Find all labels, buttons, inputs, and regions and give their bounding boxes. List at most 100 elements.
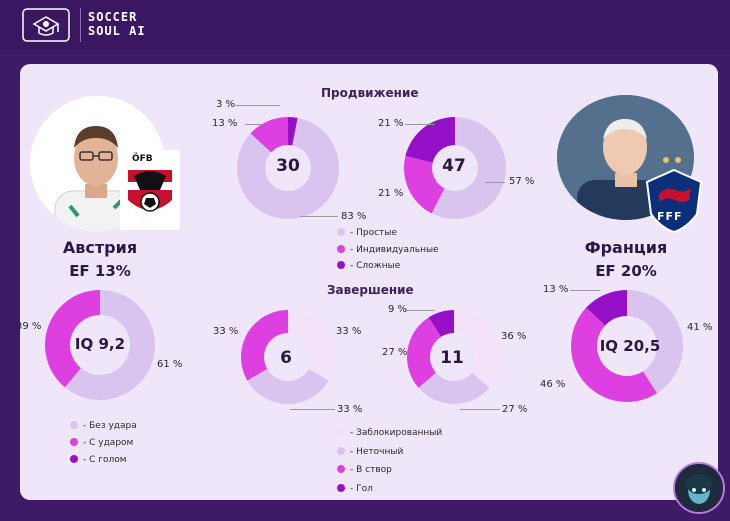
pct-label: 83 % (341, 211, 367, 222)
pct-label: 13 % (543, 284, 569, 295)
donut-hole (70, 315, 130, 375)
legend-label: - С ударом (83, 438, 134, 448)
donut-hole (430, 333, 478, 381)
progression-right-center: 47 (442, 156, 466, 176)
right-team-ef: EF 20% (595, 262, 657, 280)
leader-line (235, 105, 280, 106)
top-bar: SOCCER SOUL AI (0, 0, 730, 50)
legend-dot (337, 447, 345, 455)
pct-label: 21 % (378, 118, 404, 129)
donut-hole (432, 145, 478, 191)
segment-blocked (288, 310, 335, 381)
segment-no-shot (627, 290, 684, 394)
iq-left-donut (44, 290, 155, 400)
legend-label: - Без удара (83, 421, 137, 431)
legend-progression-complex: - Сложные (337, 261, 400, 271)
legend-label: - Простые (350, 228, 397, 238)
leader-line (485, 182, 505, 183)
leader-line (405, 310, 435, 311)
finishing-left-donut (240, 310, 335, 404)
pct-label: 33 % (213, 326, 239, 337)
pct-label: 61 % (157, 359, 183, 370)
iq-right-center: IQ 20,5 (599, 337, 661, 355)
coach-portrait-icon (54, 126, 141, 231)
progression-left-donut (236, 117, 339, 220)
segment-with-shot (44, 290, 100, 388)
pct-label: 13 % (212, 118, 238, 129)
leader-line (245, 124, 263, 125)
segment-inaccurate (247, 369, 329, 404)
leader-line (290, 409, 335, 410)
legend-dot (337, 228, 345, 236)
segment-with-shot (571, 307, 658, 402)
segment-simple (431, 117, 506, 219)
leader-line (300, 216, 338, 217)
logo-separator (80, 8, 81, 42)
segment-on-target (407, 317, 442, 388)
progression-title: Продвижение (321, 86, 419, 100)
pct-label: 46 % (540, 379, 566, 390)
legend-label: - Неточный (350, 447, 404, 457)
legend-dot (337, 261, 345, 269)
legend-label: - Гол (350, 484, 373, 494)
legend-dot (337, 428, 345, 436)
iq-right-donut (571, 290, 684, 402)
iq-left-center: IQ 9,2 (74, 335, 126, 353)
segment-no-shot (64, 290, 155, 400)
leader-line (460, 409, 500, 410)
legend-label: - В створ (350, 465, 392, 475)
pct-label: 27 % (502, 404, 528, 415)
pct-label: 33 % (337, 404, 363, 415)
legend-label: - Сложные (350, 261, 401, 271)
legend-dot (337, 245, 345, 253)
legend-dot (70, 421, 78, 429)
brand-line-1: SOCCER (88, 10, 138, 24)
france-crest-icon: FFF (645, 168, 703, 234)
finishing-right-center: 11 (440, 348, 464, 368)
legend-shot-none: - Без удара (70, 421, 137, 431)
segment-blocked (454, 310, 501, 388)
legend-label: - Индивидуальные (350, 245, 439, 255)
legend-dot (70, 455, 78, 463)
legend-finishing-inaccurate: - Неточный (337, 447, 403, 457)
legend-shot-goal: - С голом (70, 455, 127, 465)
legend-finishing-goal: - Гол (337, 484, 373, 494)
pct-label: 21 % (378, 188, 404, 199)
pct-label: 33 % (336, 326, 362, 337)
finishing-right-donut (407, 310, 501, 404)
legend-dot (337, 484, 345, 492)
legend-progression-simple: - Простые (337, 228, 397, 238)
segment-complex (288, 117, 298, 146)
legend-label: - Заблокированный (350, 428, 443, 438)
pct-label: 39 % (16, 321, 42, 332)
segment-complex (405, 117, 455, 163)
soccer-soul-logo-icon (22, 8, 70, 42)
pct-label: 41 % (687, 322, 713, 333)
donut-hole (264, 333, 312, 381)
left-team-ef: EF 13% (69, 262, 131, 280)
finishing-left-center: 6 (280, 348, 292, 368)
segment-simple (236, 117, 339, 220)
segment-individual (403, 155, 445, 214)
segment-goal (586, 290, 627, 326)
austria-crest-text: ÖFB (132, 154, 153, 164)
right-team-name: Франция (584, 238, 668, 257)
legend-dot (70, 438, 78, 446)
legend-label: - С голом (83, 455, 127, 465)
progression-right-donut (403, 117, 506, 219)
pct-label: 3 % (216, 99, 236, 110)
donut-hole (265, 145, 311, 191)
legend-progression-individual: - Индивидуальные (337, 245, 439, 255)
leader-line (405, 124, 435, 125)
legend-finishing-on-target: - В створ (337, 465, 392, 475)
legend-finishing-blocked: - Заблокированный (337, 428, 442, 438)
pct-label: 57 % (509, 176, 535, 187)
ai-assistant-avatar[interactable] (673, 462, 725, 514)
legend-shot-with: - С ударом (70, 438, 133, 448)
pct-label: 9 % (388, 304, 408, 315)
pct-label: 36 % (501, 331, 527, 342)
segment-individual (250, 117, 288, 153)
france-crest-text: FFF (657, 210, 683, 223)
robot-face-icon (675, 464, 723, 512)
